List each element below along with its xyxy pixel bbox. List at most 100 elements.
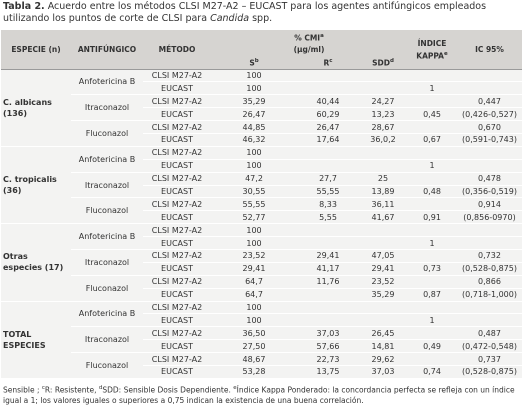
sdd-value-text: 25 <box>377 174 389 184</box>
sdd-value-text: 24,27 <box>371 96 395 106</box>
method-text: EUCAST <box>161 186 193 196</box>
sdd-value-text: 29,41 <box>371 264 395 274</box>
sdd-value <box>359 236 407 250</box>
empty-cell <box>407 145 457 160</box>
ic-range-text: (0,472-0,548) <box>462 341 517 351</box>
kappa-text: 0,49 <box>423 341 441 351</box>
header-cell: ÍNDICE KAPPAe <box>407 30 457 69</box>
method-text: EUCAST <box>161 161 193 171</box>
antifungal-text: Anfotericina B <box>78 309 136 319</box>
header-cell: % CMIa (μg/ml) <box>211 30 407 56</box>
r-value <box>297 159 359 173</box>
r-value: 41,17 <box>297 262 359 276</box>
sdd-value-text: 26,45 <box>371 328 395 338</box>
species: C. albicans (136) <box>1 68 71 147</box>
s-value: 100 <box>211 81 297 96</box>
sdd-value: 47,05 <box>359 249 407 263</box>
ic-range <box>457 159 522 173</box>
antifungal-text: Anfotericina B <box>78 154 136 164</box>
sdd-value-text: 36,11 <box>371 199 395 209</box>
sdd-value <box>359 159 407 173</box>
header-text: ÍNDICE KAPPA <box>416 38 447 61</box>
method: EUCAST <box>143 133 211 147</box>
antifungal-text: Fluconazol <box>85 360 129 370</box>
r-value <box>297 145 359 160</box>
antifungal: Anfotericina B <box>71 223 143 250</box>
s-value-text: 64,7 <box>245 290 263 300</box>
method-text: EUCAST <box>161 83 193 93</box>
header-text: (μg/ml) <box>293 44 325 54</box>
antifungal-text: Fluconazol <box>85 206 129 216</box>
sdd-value-text: 23,52 <box>371 277 395 287</box>
r-value: 57,66 <box>297 339 359 354</box>
r-value: 22,73 <box>297 352 359 366</box>
s-value-text: 27,50 <box>242 341 266 351</box>
s-value: 100 <box>211 223 297 238</box>
ic-value: 0,478 <box>457 172 522 186</box>
s-value: 100 <box>211 313 297 328</box>
header-cell: Sb <box>211 56 297 69</box>
kappa: 0,49 <box>407 339 457 354</box>
ic-value-text: 0,447 <box>478 96 501 106</box>
footnote-text: SDD: Sensible Dosis Dependiente. <box>102 385 231 395</box>
ic-value: 0,670 <box>457 120 522 134</box>
sdd-value: 35,29 <box>359 288 407 302</box>
header-sup: b <box>254 58 259 64</box>
method: EUCAST <box>143 81 211 96</box>
sdd-value-text: 37,03 <box>371 367 395 377</box>
kappa: 0,73 <box>407 262 457 276</box>
empty-cell <box>407 249 457 263</box>
r-value: 27,7 <box>297 172 359 186</box>
sdd-value: 29,62 <box>359 352 407 366</box>
sdd-value-text: 28,67 <box>371 122 395 132</box>
method-text: EUCAST <box>161 367 193 377</box>
sdd-value <box>359 223 407 238</box>
r-value <box>297 236 359 250</box>
sdd-value: 26,45 <box>359 326 407 341</box>
kappa-text: 1 <box>429 315 435 325</box>
ic-value <box>457 300 522 315</box>
antifungal-text: Itraconazol <box>84 335 130 345</box>
caption-text: Acuerdo entre los métodos CLSI M27-A2 – … <box>3 1 487 24</box>
s-value-text: 52,77 <box>242 212 266 222</box>
table-row: Fluconazol CLSI M27-A2 44,85 26,47 28,67 0,67… <box>1 120 522 147</box>
r-value-text: 40,44 <box>316 96 340 106</box>
kappa-text: 1 <box>429 83 435 93</box>
method: CLSI M27-A2 <box>143 326 211 341</box>
r-value-text: 5,55 <box>319 212 337 222</box>
r-value: 11,76 <box>297 275 359 289</box>
footnote-text: Sensible ; <box>3 385 40 395</box>
method: EUCAST <box>143 262 211 276</box>
sdd-value-text: 13,23 <box>371 109 395 119</box>
kappa: 0,48 <box>407 185 457 199</box>
ic-range: (0,472-0,548) <box>457 339 522 354</box>
ic-range: (0,356-0,519) <box>457 185 522 199</box>
species: Otras especies (17) <box>1 223 71 302</box>
s-value-text: 47,2 <box>245 174 263 184</box>
ic-range-text: (0,856-0970) <box>463 212 516 222</box>
s-value: 100 <box>211 300 297 315</box>
method-text: CLSI M27-A2 <box>151 354 203 364</box>
caption-tail: spp. <box>252 13 273 24</box>
sdd-value <box>359 313 407 328</box>
antifungal: Fluconazol <box>71 275 143 302</box>
s-value-text: 55,55 <box>242 199 266 209</box>
method-text: CLSI M27-A2 <box>151 70 203 80</box>
ic-value-text: 0,670 <box>478 122 501 132</box>
method-text: CLSI M27-A2 <box>151 148 203 158</box>
antifungal: Fluconazol <box>71 352 143 379</box>
r-value-text: 8,33 <box>319 199 337 209</box>
ic-value-text: 0,478 <box>478 174 501 184</box>
sdd-value: 37,03 <box>359 365 407 379</box>
s-value: 35,29 <box>211 94 297 109</box>
sdd-value: 28,67 <box>359 120 407 134</box>
ic-value: 0,487 <box>457 326 522 341</box>
kappa: 0,67 <box>407 133 457 147</box>
footnote-text: Índice Kappa Ponderado: la concordancia … <box>3 385 515 406</box>
ic-value <box>457 68 522 83</box>
ic-value: 0,732 <box>457 249 522 263</box>
method-text: EUCAST <box>161 238 193 248</box>
ic-value-text: 0,914 <box>478 199 501 209</box>
ic-range: (0,591-0,743) <box>457 133 522 147</box>
